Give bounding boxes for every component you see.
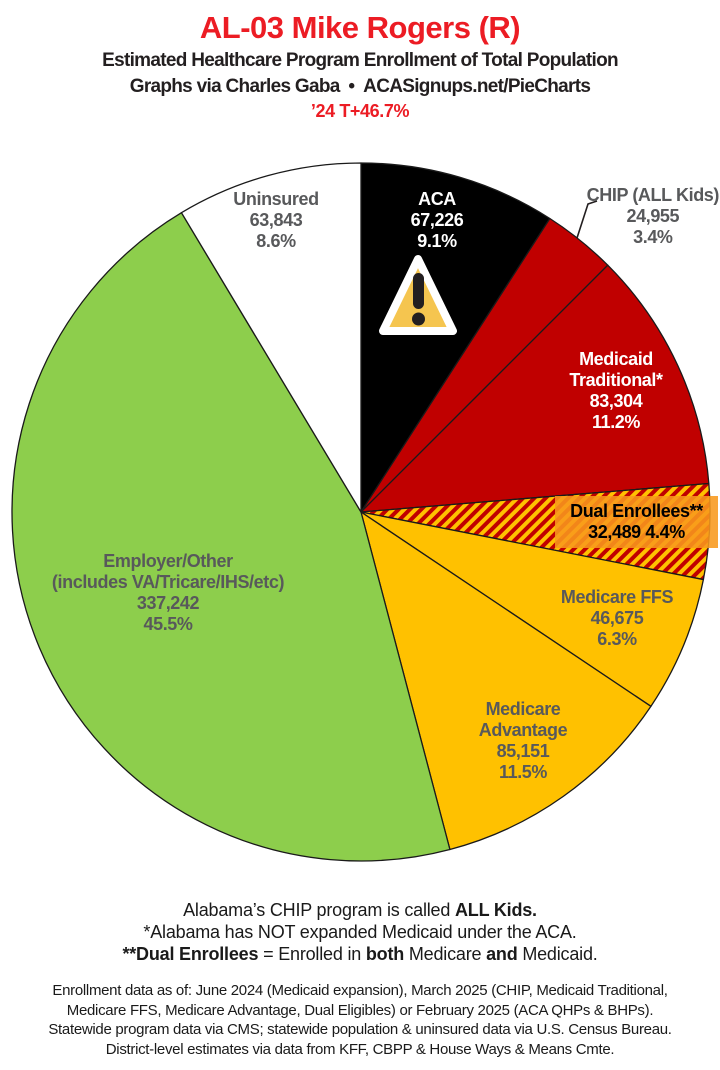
slice-pct: 6.3% <box>597 629 637 649</box>
warning-icon <box>379 255 457 335</box>
footnote-line: *Alabama has NOT expanded Medicaid under… <box>143 922 577 942</box>
slice-label: Medicaid Traditional* <box>569 349 663 390</box>
slice-label: Medicare Advantage <box>478 699 568 740</box>
page-title: AL-03 Mike Rogers (R) <box>199 10 521 45</box>
slice-value: 46,675 <box>590 608 644 628</box>
source-line: Medicare FFS, Medicare Advantage, Dual E… <box>66 1001 654 1019</box>
slice-label: Dual Enrollees** <box>570 501 703 521</box>
footnote-line: **Dual Enrollees = Enrolled in both Medi… <box>122 944 598 964</box>
source-line: Statewide program data via CMS; statewid… <box>48 1021 672 1038</box>
slice-value: 24,955 <box>626 206 680 226</box>
slice-pct: 11.2% <box>591 412 641 432</box>
slice-label: CHIP (ALL Kids) <box>586 185 720 205</box>
pie-slice-7 <box>180 162 362 513</box>
slice-pct: 3.4% <box>633 227 673 247</box>
slice-value: 32,489 <box>588 522 641 542</box>
slice-pct: 4.4% <box>645 522 685 542</box>
pie-slice-2 <box>360 264 710 513</box>
slice-value: 85,151 <box>496 741 550 761</box>
trend-line: ’24 T+46.7% <box>310 101 410 121</box>
slice-label-uninsured: Uninsured 63,843 8.6% <box>233 189 319 252</box>
slice-label-medicaid-traditional: Medicaid Traditional* 83,304 11.2% <box>541 349 691 433</box>
slice-value-pct: 32,489 4.4% <box>588 522 685 543</box>
slice-label-aca: ACA 67,226 9.1% <box>411 189 464 252</box>
slice-label: Uninsured <box>233 189 319 209</box>
credit-line: Graphs via Charles Gaba • ACASignups.net… <box>129 76 591 97</box>
pie-slice-6 <box>11 212 451 862</box>
slice-label: Employer/Other <box>103 551 233 571</box>
slice-pct: 11.5% <box>498 762 548 782</box>
slice-value: 83,304 <box>589 391 643 411</box>
pie-slice-4 <box>360 511 705 707</box>
page-subtitle: Estimated Healthcare Program Enrollment … <box>102 50 618 71</box>
slice-pct: 9.1% <box>417 231 457 251</box>
slice-label-chip: CHIP (ALL Kids) 24,955 3.4% <box>586 185 720 248</box>
slice-pct: 8.6% <box>256 231 296 251</box>
slice-pct: 45.5% <box>143 614 193 634</box>
chip-leader-line <box>576 200 598 239</box>
pie-slice-0 <box>360 162 551 513</box>
slice-value: 337,242 <box>136 593 200 613</box>
slice-label-employer-other: Employer/Other (includes VA/Tricare/IHS/… <box>51 551 285 635</box>
slice-value: 63,843 <box>249 210 303 230</box>
slice-label-medicare-ffs: Medicare FFS 46,675 6.3% <box>560 587 674 650</box>
slice-label-medicare-advantage: Medicare Advantage 85,151 11.5% <box>463 699 583 783</box>
slice-label: ACA <box>418 189 456 209</box>
footnote-line: Alabama’s CHIP program is called ALL Kid… <box>183 900 537 920</box>
source-line: District-level estimates via data from K… <box>105 1040 615 1058</box>
slice-label: Medicare FFS <box>560 587 674 607</box>
data-source-notes: Enrollment data as of: June 2024 (Medica… <box>0 981 720 1059</box>
slice-sublabel: (includes VA/Tricare/IHS/etc) <box>51 572 285 592</box>
chart-footnotes: Alabama’s CHIP program is called ALL Kid… <box>0 899 720 965</box>
slice-label-dual-enrollees: Dual Enrollees** 32,489 4.4% <box>555 496 718 548</box>
source-line: Enrollment data as of: June 2024 (Medica… <box>52 982 668 999</box>
slice-value: 67,226 <box>410 210 464 230</box>
pie-slice-5 <box>360 511 652 851</box>
